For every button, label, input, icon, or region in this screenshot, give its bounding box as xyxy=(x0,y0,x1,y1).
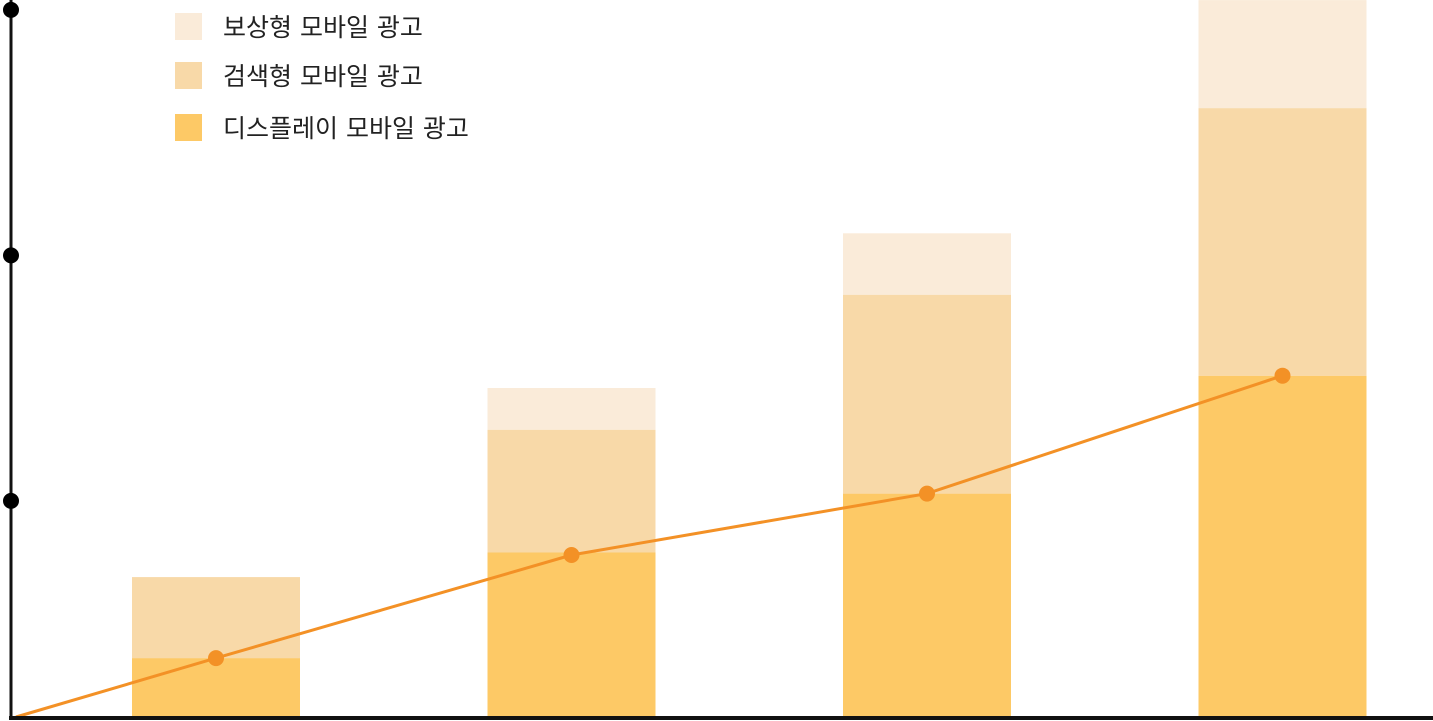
trend-point-2 xyxy=(563,547,580,563)
bar-segment-reward-2 xyxy=(487,388,656,430)
legend-label-search: 검색형 모바일 광고 xyxy=(223,62,423,91)
trend-point-3 xyxy=(919,485,935,502)
bar-segment-display-1 xyxy=(132,658,300,717)
bar-segment-display-4 xyxy=(1198,375,1367,717)
legend-swatch-search xyxy=(175,61,202,89)
legend-label-display: 디스플레이 모바일 광고 xyxy=(223,114,469,143)
bar-segment-search-3 xyxy=(843,294,1011,494)
trend-line-layer xyxy=(15,367,1291,719)
legend-item-search: 검색형 모바일 광고 xyxy=(175,57,423,93)
legend-swatch-reward xyxy=(175,12,202,40)
bar-segment-search-1 xyxy=(132,577,300,659)
trend-point-1 xyxy=(208,650,224,667)
bar-segment-reward-4 xyxy=(1198,0,1367,109)
bar-segment-search-4 xyxy=(1198,108,1367,376)
y-tick-marker-3 xyxy=(3,1,19,18)
axes xyxy=(3,0,1433,720)
bar-segment-display-2 xyxy=(487,552,656,717)
legend-item-display: 디스플레이 모바일 광고 xyxy=(175,109,469,145)
y-tick-marker-1 xyxy=(3,492,19,509)
bar-segment-display-3 xyxy=(843,493,1011,717)
legend-swatch-display xyxy=(175,113,202,141)
bars-layer xyxy=(132,0,1367,717)
trend-point-4 xyxy=(1274,367,1291,384)
y-tick-marker-2 xyxy=(3,247,19,264)
legend-item-reward: 보상형 모바일 광고 xyxy=(175,8,423,44)
bar-segment-search-2 xyxy=(487,429,656,553)
legend-label-reward: 보상형 모바일 광고 xyxy=(223,13,423,42)
bar-segment-reward-3 xyxy=(843,233,1011,295)
